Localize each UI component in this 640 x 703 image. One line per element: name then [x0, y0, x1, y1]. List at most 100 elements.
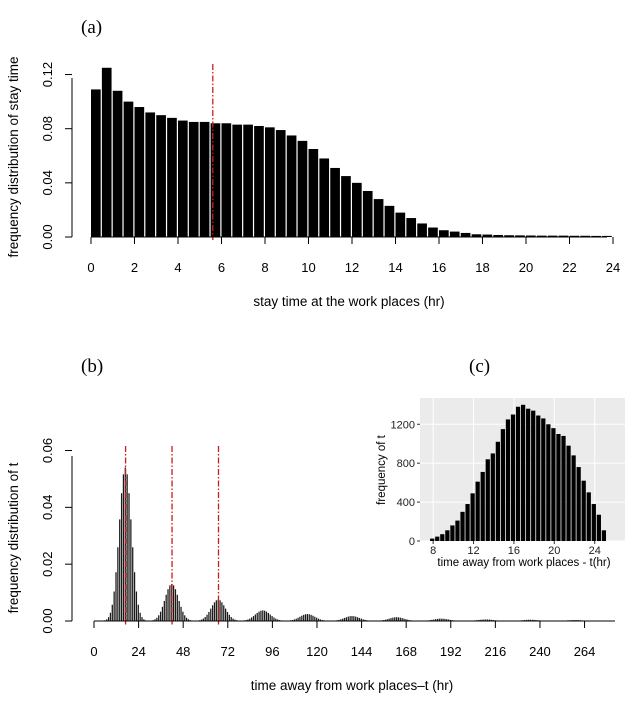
panel-b-y-ticks: 0.00 0.02 0.04 0.06: [40, 438, 72, 634]
bar-b-123: [321, 619, 323, 621]
bar-c-5: [455, 520, 460, 541]
bar-b-213: [488, 619, 491, 621]
bar-c-23: [546, 424, 551, 541]
bar-a-45: [580, 235, 591, 237]
xtick-label-c-0: 8: [430, 545, 436, 557]
bar-c-17: [515, 406, 521, 541]
ytick-label-c-3: 1200: [391, 419, 415, 431]
xtick-label-b-0: 0: [90, 644, 97, 659]
bar-a-18: [286, 135, 297, 237]
bar-c-7: [465, 504, 470, 541]
bar-b-157: [384, 619, 387, 621]
bar-b-99: [277, 619, 279, 621]
panel-b-xlabel: time away from work places–t (hr): [251, 678, 454, 693]
bar-b-159: [388, 618, 390, 621]
bar-b-146: [364, 619, 366, 621]
bar-a-41: [536, 235, 547, 237]
panel-a-xlabel: stay time at the work places (hr): [253, 294, 444, 309]
bar-b-186: [438, 618, 440, 621]
bar-b-208: [479, 619, 481, 621]
bar-b-189: [444, 618, 446, 621]
bar-b-121: [317, 618, 320, 621]
bar-a-14: [243, 124, 253, 237]
bar-a-8: [178, 120, 188, 237]
bar-a-36: [482, 234, 493, 237]
bar-a-42: [547, 235, 558, 237]
bar-a-25: [362, 190, 373, 237]
bar-b-98: [275, 618, 277, 621]
bar-b-160: [390, 618, 392, 621]
bar-a-23: [341, 176, 351, 237]
xtick-label-b-10: 240: [529, 644, 551, 659]
bar-b-120: [316, 617, 318, 621]
bar-b-138: [349, 616, 351, 621]
bar-b-94: [267, 612, 269, 621]
bar-b-33: [154, 619, 156, 621]
bar-b-89: [258, 611, 260, 621]
bar-b-190: [446, 619, 448, 621]
bar-a-32: [439, 230, 449, 237]
bar-b-236: [531, 619, 533, 621]
bar-c-12: [490, 453, 495, 541]
bar-b-20: [130, 519, 132, 621]
bar-a-40: [526, 235, 536, 237]
bar-b-140: [353, 616, 355, 621]
bar-b-66: [215, 600, 217, 621]
panel-b-label: (b): [81, 356, 103, 377]
bar-b-35: [158, 615, 160, 621]
xtick-label-b-1: 24: [131, 644, 145, 659]
bar-b-39: [165, 594, 167, 621]
bar-b-11: [113, 591, 115, 621]
bar-b-165: [399, 617, 401, 621]
bar-b-84: [249, 618, 251, 621]
bar-b-45: [176, 594, 178, 621]
bar-a-11: [210, 123, 221, 237]
bar-b-10: [111, 604, 113, 621]
ytick-label-a-3: 0.12: [40, 62, 55, 87]
panel-a: (a) 0 2 4 6 8 10 12 14 16 18 20 22 24 0.000.040.080.…: [6, 17, 620, 309]
xtick-label-c-1: 12: [467, 545, 479, 557]
xtick-label-b-5: 120: [306, 644, 328, 659]
bar-b-34: [156, 617, 158, 621]
bar-b-136: [345, 617, 348, 621]
bar-c-20: [531, 410, 536, 541]
panel-c-y-ticks: 0 400 800 1200: [391, 419, 420, 548]
xtick-label-b-11: 264: [574, 644, 596, 659]
bar-b-69: [221, 602, 223, 621]
xtick-label-a-8: 16: [432, 260, 446, 275]
bar-b-74: [230, 616, 232, 621]
bar-a-46: [591, 235, 601, 237]
bar-b-65: [213, 602, 216, 621]
bar-a-12: [221, 123, 232, 237]
panel-c-bars: [430, 404, 607, 541]
bar-b-167: [403, 618, 405, 621]
bar-b-63: [210, 608, 212, 621]
bar-b-191: [447, 619, 450, 621]
bar-a-10: [199, 121, 210, 237]
bar-b-73: [228, 614, 230, 621]
bar-b-19: [128, 493, 130, 621]
bar-c-28: [571, 455, 576, 541]
bar-b-187: [440, 618, 442, 621]
bar-b-235: [529, 619, 531, 621]
bar-a-28: [395, 212, 406, 237]
bar-b-17: [124, 467, 126, 621]
panel-c-ylabel: frequency of t: [376, 434, 388, 504]
xtick-label-a-4: 8: [261, 260, 268, 275]
bar-a-0: [91, 89, 101, 237]
bar-b-135: [343, 617, 346, 621]
bar-b-107: [291, 619, 294, 621]
bar-b-70: [223, 605, 225, 621]
bar-a-13: [232, 124, 243, 237]
bar-a-39: [515, 235, 525, 237]
bar-b-118: [312, 615, 314, 621]
xtick-label-b-2: 48: [176, 644, 190, 659]
ytick-label-b-0: 0.00: [40, 608, 55, 633]
xtick-label-b-8: 192: [440, 644, 462, 659]
bar-b-168: [405, 619, 407, 621]
panel-c-x-ticks: 8 12 16 20 24: [430, 541, 601, 557]
bar-b-134: [342, 618, 344, 621]
bar-b-110: [297, 617, 299, 621]
bar-b-233: [526, 619, 528, 621]
bar-b-61: [206, 614, 208, 621]
